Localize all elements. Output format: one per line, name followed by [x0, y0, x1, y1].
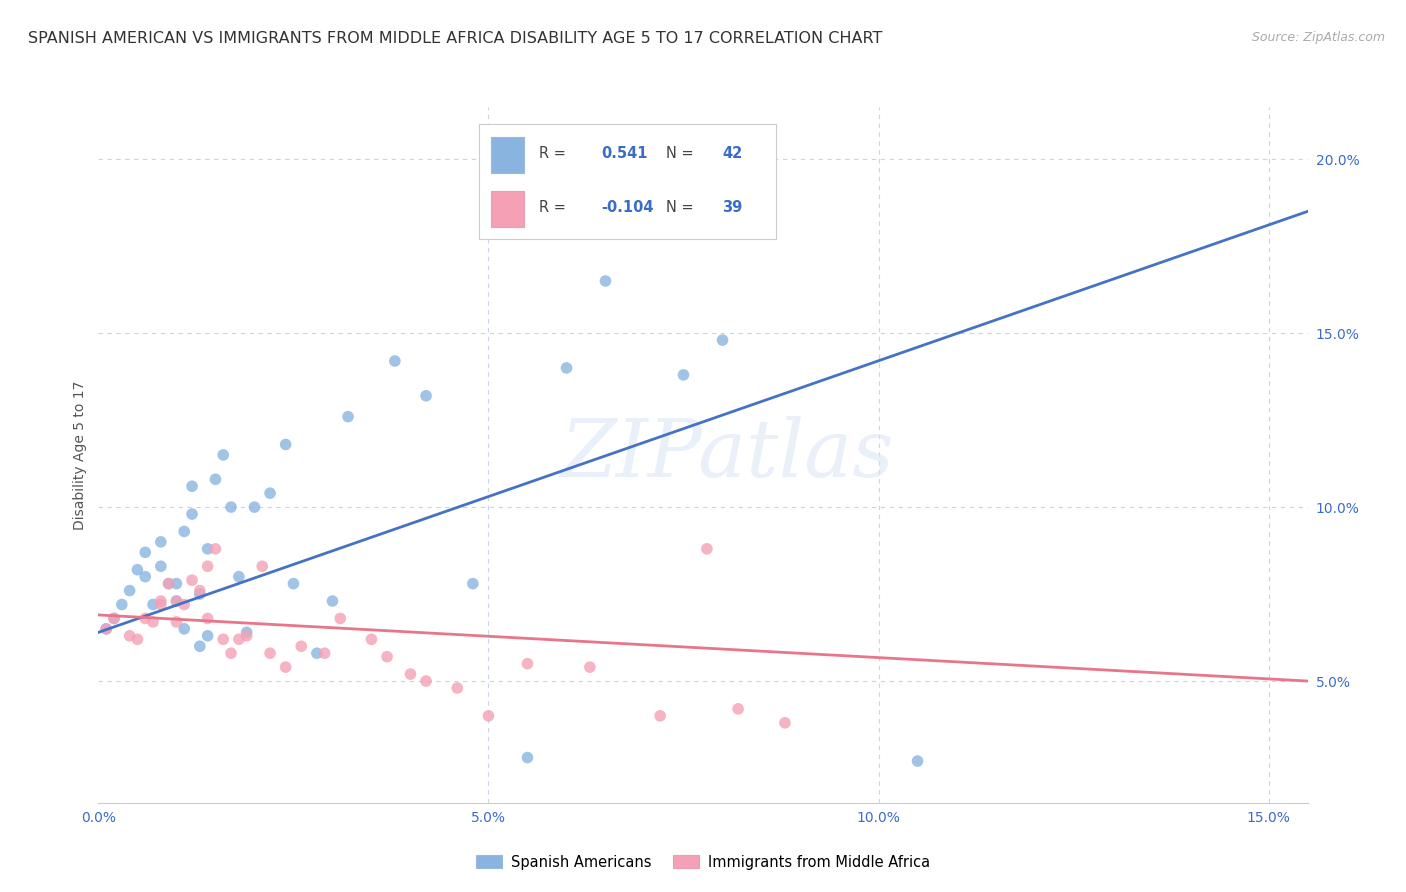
Point	[212, 448, 235, 462]
Point	[188, 583, 211, 598]
Point	[142, 598, 165, 612]
Point	[165, 576, 187, 591]
Point	[188, 587, 211, 601]
Text: ZIPatlas: ZIPatlas	[561, 417, 894, 493]
Point	[134, 611, 156, 625]
Point	[212, 632, 235, 647]
Point	[149, 534, 172, 549]
Point	[283, 576, 305, 591]
Point	[477, 708, 499, 723]
Point	[197, 611, 219, 625]
Point	[711, 333, 734, 347]
Point	[173, 524, 195, 539]
Y-axis label: Disability Age 5 to 17: Disability Age 5 to 17	[73, 380, 87, 530]
Point	[219, 646, 242, 660]
Point	[181, 507, 204, 521]
Point	[96, 622, 118, 636]
Point	[149, 598, 172, 612]
Point	[157, 576, 180, 591]
Point	[290, 639, 312, 653]
Point	[555, 360, 578, 375]
Point	[243, 500, 266, 514]
Point	[134, 545, 156, 559]
Point	[165, 594, 187, 608]
Point	[329, 611, 352, 625]
Point	[173, 598, 195, 612]
Point	[165, 594, 187, 608]
Point	[235, 625, 257, 640]
Point	[696, 541, 718, 556]
Point	[360, 632, 382, 647]
Point	[127, 632, 149, 647]
Point	[516, 657, 538, 671]
Point	[181, 573, 204, 587]
Point	[197, 629, 219, 643]
Point	[228, 569, 250, 583]
Point	[197, 559, 219, 574]
Point	[181, 479, 204, 493]
Point	[228, 632, 250, 647]
Point	[415, 389, 437, 403]
Point	[118, 629, 141, 643]
Point	[259, 486, 281, 500]
Point	[516, 750, 538, 764]
Point	[149, 559, 172, 574]
Point	[103, 611, 125, 625]
Point	[305, 646, 328, 660]
Point	[907, 754, 929, 768]
Point	[648, 708, 671, 723]
Text: Source: ZipAtlas.com: Source: ZipAtlas.com	[1251, 31, 1385, 45]
Point	[204, 541, 226, 556]
Point	[579, 660, 602, 674]
Point	[127, 563, 149, 577]
Point	[399, 667, 422, 681]
Point	[118, 583, 141, 598]
Point	[314, 646, 336, 660]
Point	[204, 472, 226, 486]
Point	[321, 594, 343, 608]
Point	[149, 594, 172, 608]
Point	[157, 576, 180, 591]
Point	[252, 559, 274, 574]
Point	[188, 639, 211, 653]
Point	[173, 622, 195, 636]
Point	[461, 576, 484, 591]
Point	[672, 368, 695, 382]
Point	[235, 629, 257, 643]
Point	[165, 615, 187, 629]
Point	[595, 274, 617, 288]
Text: SPANISH AMERICAN VS IMMIGRANTS FROM MIDDLE AFRICA DISABILITY AGE 5 TO 17 CORRELA: SPANISH AMERICAN VS IMMIGRANTS FROM MIDD…	[28, 31, 883, 46]
Point	[134, 569, 156, 583]
Point	[375, 649, 398, 664]
Point	[727, 702, 749, 716]
Point	[446, 681, 468, 695]
Point	[384, 354, 406, 368]
Point	[415, 674, 437, 689]
Point	[337, 409, 360, 424]
Point	[259, 646, 281, 660]
Point	[142, 615, 165, 629]
Legend: Spanish Americans, Immigrants from Middle Africa: Spanish Americans, Immigrants from Middl…	[470, 849, 936, 876]
Point	[111, 598, 134, 612]
Point	[274, 660, 297, 674]
Point	[219, 500, 242, 514]
Point	[103, 611, 125, 625]
Point	[96, 622, 118, 636]
Point	[773, 715, 796, 730]
Point	[197, 541, 219, 556]
Point	[274, 437, 297, 451]
